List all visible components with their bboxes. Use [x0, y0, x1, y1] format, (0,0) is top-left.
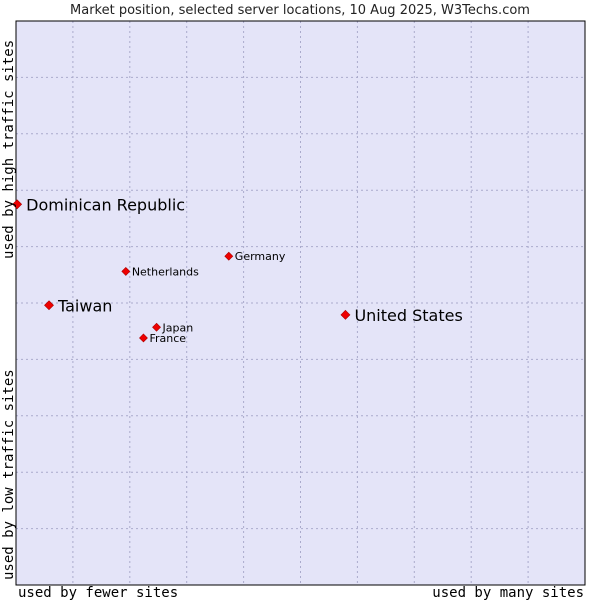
data-points: Dominican Republic Germany Netherlands Taiw… [12, 195, 463, 345]
plot-border [15, 20, 586, 586]
x-axis-label-right: used by many sites [432, 585, 584, 600]
marker-taiwan [44, 300, 54, 311]
marker-dominican-republic [12, 199, 23, 210]
label-france: France [149, 332, 186, 345]
y-axis-label-bottom: used by low traffic sites [1, 369, 17, 580]
marker-france [139, 333, 148, 343]
grid-lines [16, 21, 585, 585]
point-france: France [139, 332, 186, 345]
label-dominican-republic: Dominican Republic [26, 195, 185, 214]
point-japan: Japan [152, 321, 194, 334]
point-united-states: United States [340, 306, 463, 325]
y-axis-label-top: used by high traffic sites [1, 40, 17, 259]
marker-japan [152, 322, 161, 332]
label-taiwan: Taiwan [57, 296, 112, 315]
marker-germany [224, 251, 234, 261]
marker-netherlands [121, 266, 131, 276]
marker-united-states [340, 309, 351, 320]
x-axis-label-left: used by fewer sites [18, 585, 178, 600]
label-japan: Japan [162, 321, 194, 334]
label-netherlands: Netherlands [132, 265, 199, 278]
label-germany: Germany [235, 250, 286, 263]
point-netherlands: Netherlands [121, 265, 199, 278]
point-dominican-republic: Dominican Republic [12, 195, 185, 214]
chart-title: Market position, selected server locatio… [70, 3, 530, 18]
point-taiwan: Taiwan [44, 296, 112, 315]
point-germany: Germany [224, 250, 286, 263]
label-united-states: United States [354, 306, 462, 325]
